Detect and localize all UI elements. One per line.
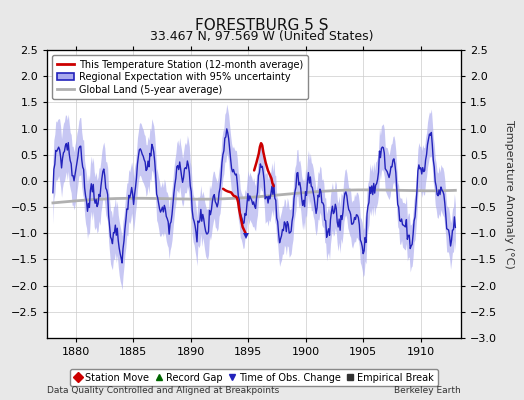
Text: Data Quality Controlled and Aligned at Breakpoints: Data Quality Controlled and Aligned at B…	[47, 386, 279, 395]
Text: Berkeley Earth: Berkeley Earth	[395, 386, 461, 395]
Text: 33.467 N, 97.569 W (United States): 33.467 N, 97.569 W (United States)	[150, 30, 374, 43]
Legend: Station Move, Record Gap, Time of Obs. Change, Empirical Break: Station Move, Record Gap, Time of Obs. C…	[71, 369, 438, 386]
Text: FORESTBURG 5 S: FORESTBURG 5 S	[195, 18, 329, 33]
Y-axis label: Temperature Anomaly (°C): Temperature Anomaly (°C)	[504, 120, 514, 268]
